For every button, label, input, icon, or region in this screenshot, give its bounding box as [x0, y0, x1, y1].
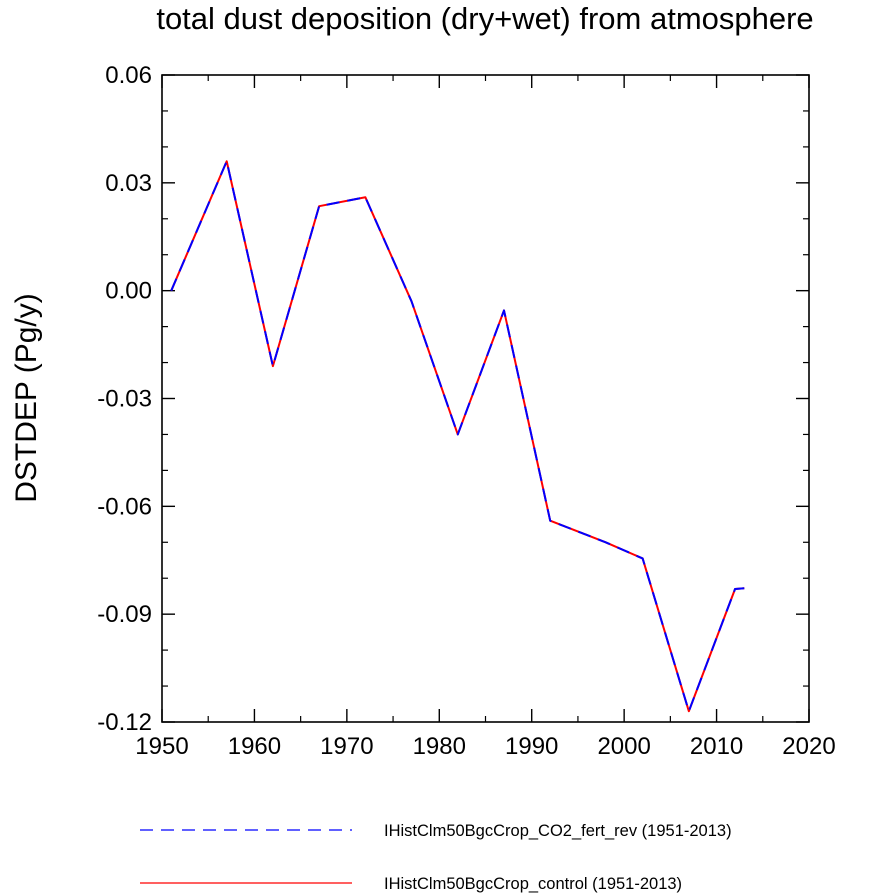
x-tick-label: 2000: [597, 733, 650, 760]
chart-title: total dust deposition (dry+wet) from atm…: [156, 1, 813, 36]
x-tick-label: 2010: [690, 733, 743, 760]
minor-ticks: [162, 75, 809, 722]
y-tick-label: 0.03: [105, 170, 152, 197]
legend-label-control: IHistClm50BgcCrop_control (1951-2013): [384, 875, 682, 893]
x-tick-label: 1970: [320, 733, 373, 760]
series-lines: [170, 160, 745, 713]
series-line-0: [170, 160, 745, 713]
y-axis-label: DSTDEP (Pg/y): [10, 293, 43, 503]
major-ticks: [161, 74, 810, 723]
x-tick-label: 1990: [505, 733, 558, 760]
x-tick-label: 1950: [135, 733, 188, 760]
y-tick-label: -0.06: [97, 493, 152, 520]
x-tick-label: 1960: [228, 733, 281, 760]
series-line-1: [170, 160, 745, 713]
legend-label-co2-fert-rev: IHistClm50BgcCrop_CO2_fert_rev (1951-201…: [384, 822, 732, 840]
y-tick-label: -0.12: [97, 709, 152, 736]
tick-labels: 1950 1960 1970 1980 1990 2000 2010 2020 0.06 0.03…: [97, 62, 835, 760]
x-tick-label: 1980: [413, 733, 466, 760]
y-tick-label: 0.00: [105, 278, 152, 305]
y-tick-label: -0.03: [97, 386, 152, 413]
plot-frame: [161, 74, 810, 723]
legend: IHistClm50BgcCrop_CO2_fert_rev (1951-201…: [140, 822, 732, 893]
y-tick-label: -0.09: [97, 601, 152, 628]
y-tick-label: 0.06: [105, 62, 152, 89]
x-tick-label: 2020: [782, 733, 835, 760]
